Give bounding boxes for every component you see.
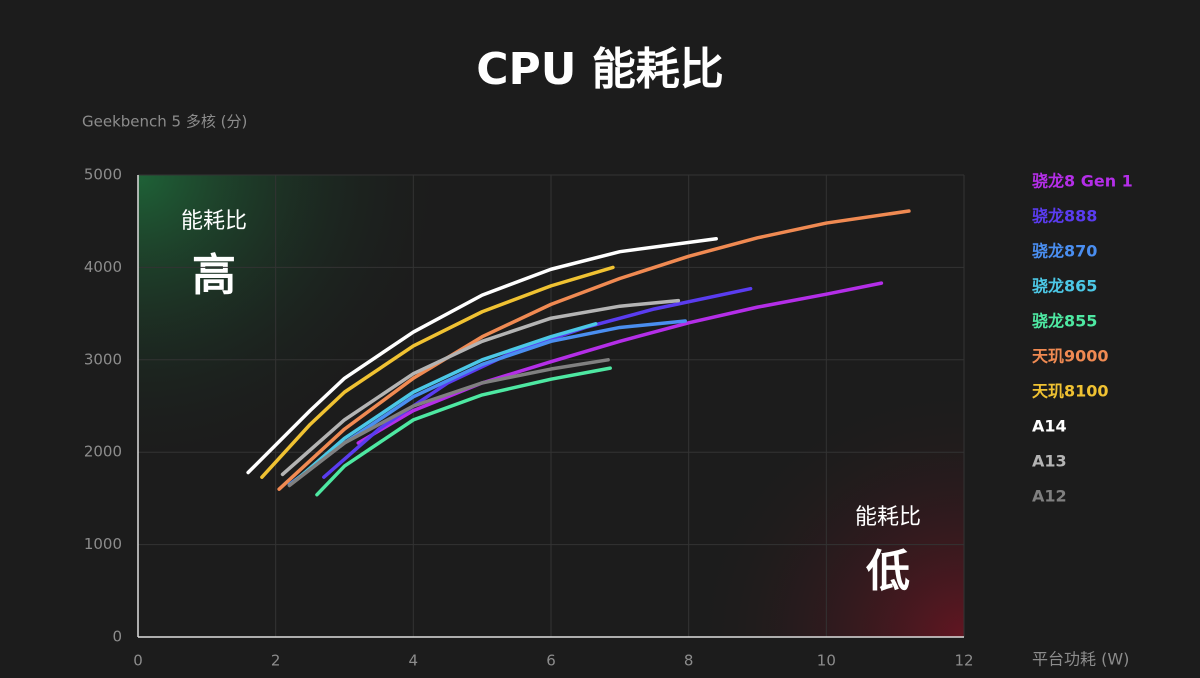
x-tick-label: 0	[133, 652, 143, 670]
legend-entry: 骁龙888	[1032, 207, 1097, 226]
series-line	[280, 298, 681, 477]
chart-title: CPU 能耗比	[476, 44, 724, 95]
series-line	[246, 237, 718, 475]
legend-entry: 天玑9000	[1032, 347, 1109, 366]
legend-entry: 骁龙8 Gen 1	[1032, 172, 1133, 191]
y-tick-label: 5000	[84, 166, 122, 184]
y-tick-label: 3000	[84, 350, 122, 368]
x-axis-label: 平台功耗 (W)	[1032, 650, 1129, 669]
annotation: 能耗比	[855, 505, 921, 530]
legend-entry: 骁龙865	[1032, 277, 1097, 296]
series-line	[315, 366, 612, 497]
series-line	[294, 322, 598, 482]
annotation: 低	[866, 546, 910, 597]
x-tick-label: 2	[271, 652, 281, 670]
legend-entry: 天玑8100	[1032, 382, 1109, 401]
legend-entry: A13	[1032, 452, 1067, 471]
annotation: 高	[192, 250, 236, 301]
annotation: 能耗比	[181, 209, 247, 234]
legend-entry: A14	[1032, 417, 1067, 436]
y-tick-label: 0	[112, 628, 122, 646]
y-tick-label: 1000	[84, 535, 122, 553]
x-tick-label: 6	[546, 652, 556, 670]
x-tick-label: 8	[684, 652, 694, 670]
series-line	[260, 265, 615, 479]
series-line	[277, 209, 911, 491]
x-tick-label: 10	[817, 652, 836, 670]
x-tick-label: 12	[954, 652, 973, 670]
series-line	[287, 358, 610, 488]
legend-entry: 骁龙870	[1032, 242, 1097, 261]
y-tick-label: 4000	[84, 258, 122, 276]
legend-entry: A12	[1032, 487, 1067, 506]
series-line	[322, 286, 753, 479]
y-axis-label: Geekbench 5 多核 (分)	[82, 113, 247, 131]
series-line	[356, 281, 884, 445]
legend-entry: 骁龙855	[1032, 312, 1097, 331]
y-tick-label: 2000	[84, 443, 122, 461]
x-tick-label: 4	[409, 652, 419, 670]
